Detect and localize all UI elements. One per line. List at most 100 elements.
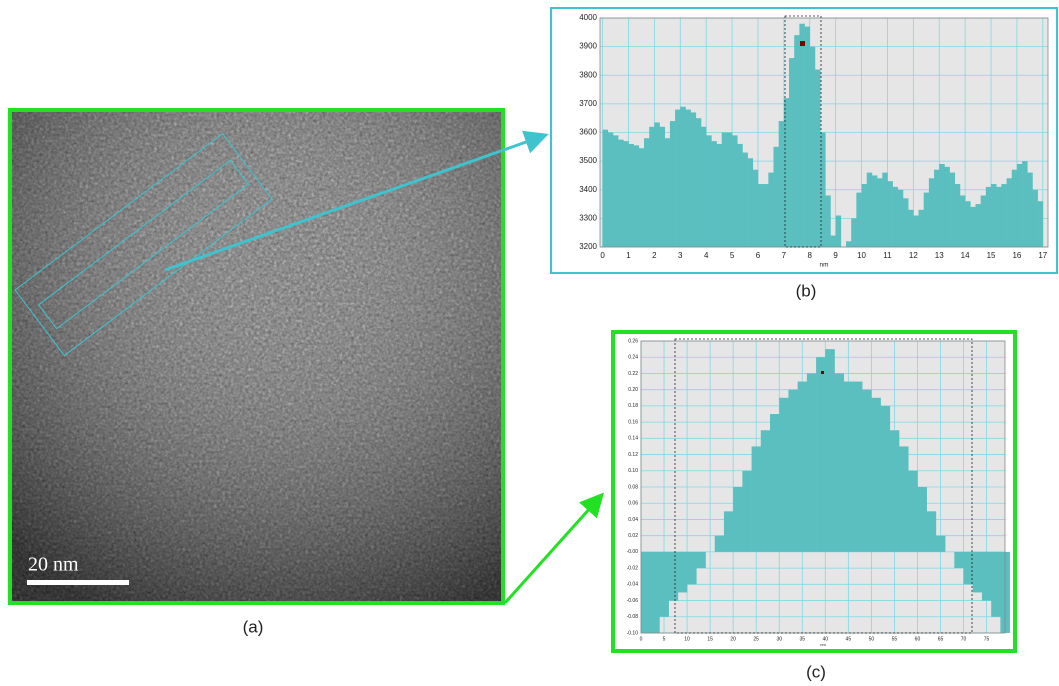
x-tick-label: 15 (707, 636, 713, 642)
panel-label: (c) (806, 662, 826, 681)
area-bar (677, 551, 688, 593)
area-bar (866, 172, 873, 247)
area-bar (871, 397, 881, 552)
x-tick-label: 1 (626, 251, 631, 260)
area-bar (887, 181, 893, 247)
x-tick-label: 25 (753, 636, 759, 642)
area-bar (788, 389, 798, 552)
area-bar (834, 373, 845, 552)
selection-box-inner (37, 159, 250, 330)
area-bar (954, 551, 964, 569)
area-bar (972, 551, 983, 593)
area-bar (871, 175, 878, 247)
area-bar (856, 192, 862, 247)
area-bar (934, 169, 940, 247)
area-bar (723, 511, 734, 552)
y-tick-label: 0.24 (628, 355, 638, 361)
area-bar (751, 446, 762, 552)
y-tick-label: -0.10 (627, 630, 639, 636)
area-bar (809, 46, 816, 247)
area-bar (644, 138, 650, 247)
area-bar (714, 535, 725, 552)
area-bar (733, 487, 743, 552)
area-bar (975, 204, 981, 247)
area-bar (861, 184, 868, 247)
area-bar (607, 132, 614, 247)
plot-border (599, 17, 1049, 248)
x-tick-label: 75 (984, 636, 990, 642)
area-bar (794, 35, 800, 247)
area-bar (954, 184, 961, 247)
y-tick-label: -0.02 (627, 565, 639, 571)
y-tick-label: 0.04 (628, 517, 638, 523)
area-bar (843, 381, 854, 552)
area-bar (846, 241, 852, 247)
area-bar (778, 121, 785, 247)
area-bar (760, 430, 771, 552)
y-tick-label: 0.22 (628, 371, 638, 377)
area-bar (939, 163, 945, 247)
area-bar (628, 143, 634, 247)
area-bar (923, 192, 930, 247)
area-bar (996, 186, 1002, 247)
micrograph-shade (10, 110, 503, 603)
area-bar (752, 169, 759, 247)
area-bar (768, 172, 774, 247)
x-tick-label: 55 (892, 636, 898, 642)
x-tick-label: 15 (987, 251, 996, 260)
area-bar (1032, 189, 1038, 247)
area-bar (991, 551, 1001, 617)
area-bar (675, 109, 681, 247)
x-tick-label: 4 (704, 251, 709, 260)
area-bar (1037, 201, 1044, 247)
area-bar (806, 373, 817, 552)
area-bar (985, 186, 992, 247)
x-tick-label: 13 (935, 251, 944, 260)
area-bar (687, 551, 697, 585)
x-tick-label: 8 (808, 251, 813, 260)
area-bar (612, 135, 619, 247)
area-bar (783, 98, 790, 248)
y-tick-label: -0.00 (627, 549, 639, 555)
panel-label: (a) (243, 617, 264, 636)
area-bar (757, 184, 764, 247)
arrow (164, 130, 549, 272)
area-bar (917, 487, 927, 552)
area-bar (913, 215, 919, 247)
area-bar (633, 145, 640, 247)
x-tick-label: 5 (730, 251, 735, 260)
y-tick-label: 0.14 (628, 436, 638, 442)
x-tick-label: 7 (782, 251, 787, 260)
area-bar (654, 122, 660, 247)
x-tick-label: 50 (869, 636, 875, 642)
area-bar (650, 551, 660, 633)
y-tick-label: -0.04 (627, 582, 639, 588)
x-tick-label: 0 (600, 251, 605, 260)
y-tick-label: 3200 (579, 242, 597, 251)
area-bar (851, 218, 857, 247)
arrow (503, 492, 605, 605)
y-tick-label: 0.10 (628, 468, 638, 474)
area-bar (721, 132, 728, 247)
area-bar (659, 126, 666, 247)
selection (14, 132, 273, 357)
y-tick-label: 3400 (579, 185, 597, 194)
area-bar (641, 551, 651, 633)
area-bar (737, 143, 743, 247)
x-tick-label: 0 (640, 636, 643, 642)
area-bar (991, 184, 997, 247)
x-axis-label: nm (820, 262, 829, 269)
area-bar (892, 186, 899, 247)
area-bar (618, 139, 624, 247)
y-tick-label: 3300 (579, 213, 597, 222)
y-tick-label: 3700 (579, 99, 597, 108)
area-bar (825, 195, 831, 247)
area-bar (820, 132, 826, 247)
area-bar (659, 551, 669, 617)
area-bar (980, 195, 987, 247)
x-tick-label: 9 (833, 251, 838, 260)
area-bar (816, 357, 826, 552)
x-tick-label: 70 (961, 636, 967, 642)
area-bar (763, 184, 769, 247)
